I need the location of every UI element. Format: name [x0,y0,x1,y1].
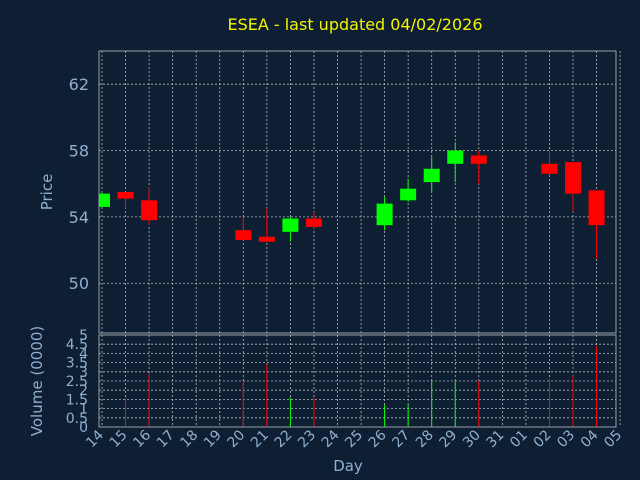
volume-tick-label: 4 [79,346,88,362]
x-tick-label: 01 [507,427,531,451]
volume-tick-label: 1.5 [66,392,88,408]
candle-body [565,162,581,194]
volume-tick-label: 4.5 [66,337,88,353]
x-tick-label: 20 [225,427,249,451]
x-tick-label: 22 [272,427,296,451]
candle-body [99,193,110,207]
x-tick-label: 17 [154,427,178,451]
candle-body [282,218,299,232]
x-tick-label: 25 [342,427,366,451]
x-tick-label: 27 [389,427,413,451]
price-tick-label: 62 [69,75,89,94]
candle-body [588,190,605,226]
price-plot-frame [98,50,617,334]
price-tick-label: 50 [69,274,89,293]
price-tick-label: 54 [69,208,89,227]
volume-plot-frame [98,334,617,428]
volume-tick-label: 2.5 [66,374,88,390]
x-tick-label: 28 [413,427,437,451]
x-tick-label: 19 [201,427,225,451]
candle-body [376,203,393,226]
volume-axis-label: Volume (0000) [28,326,46,436]
candle-body [447,150,464,164]
volume-tick-label: 0 [79,420,88,436]
x-tick-label: 16 [130,427,154,451]
x-tick-label: 02 [531,427,555,451]
volume-tick-label: 2 [79,383,88,399]
x-tick-label: 26 [366,427,390,451]
candle-body [400,188,417,201]
x-tick-label: 30 [460,427,484,451]
candle-body [305,218,322,227]
x-axis-label: Day [333,457,363,475]
x-tick-label: 29 [436,427,460,451]
x-tick-label: 21 [248,427,272,451]
x-tick-label: 15 [107,427,131,451]
price-tick-label: 58 [69,142,89,161]
volume-tick-label: 1 [79,402,88,418]
candle-body [470,155,487,164]
candle-body [258,236,275,242]
price-panel: 50 54 58 62 Price [38,50,621,334]
chart-title: ESEA - last updated 04/02/2026 [227,15,482,34]
x-tick-label: 31 [484,427,508,451]
volume-tick-label: 0.5 [66,411,88,427]
candle-body [541,163,558,174]
candle-body [423,168,440,183]
candle-body [117,192,134,199]
x-tick-label: 05 [601,427,625,451]
x-tick-label: 18 [177,427,201,451]
price-axis-label: Price [38,174,56,211]
volume-tick-label: 3 [79,365,88,381]
x-tick-label: 24 [319,427,343,451]
x-tick-label: 03 [554,427,578,451]
candle-body [235,230,252,241]
volume-tick-label: 3.5 [66,356,88,372]
candle-body [141,200,158,221]
volume-tick-label: 5 [79,328,88,344]
x-tick-label: 04 [578,427,602,451]
volume-panel: 00.511.522.533.544.55 Volume (0000) [28,326,621,436]
x-tick-label: 23 [295,427,319,451]
